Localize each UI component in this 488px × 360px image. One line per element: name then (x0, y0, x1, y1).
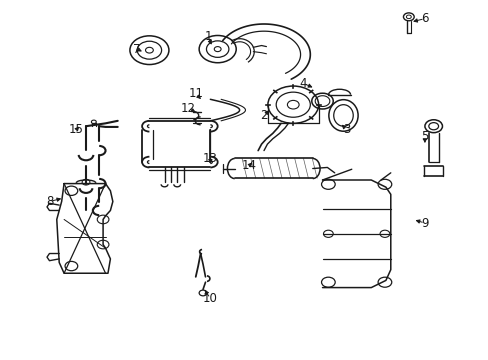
Text: 12: 12 (181, 102, 196, 115)
Text: 5: 5 (420, 130, 427, 144)
Text: 10: 10 (203, 292, 217, 305)
Text: 14: 14 (242, 159, 256, 172)
Text: 6: 6 (420, 12, 428, 25)
Text: 2: 2 (260, 109, 267, 122)
Text: 11: 11 (188, 87, 203, 100)
Text: 1: 1 (204, 30, 211, 43)
Text: 8: 8 (46, 195, 53, 208)
Text: 3: 3 (343, 123, 350, 136)
Text: 7: 7 (133, 42, 141, 55)
Text: 9: 9 (420, 216, 428, 230)
Text: 13: 13 (203, 152, 217, 165)
Text: 15: 15 (69, 123, 83, 136)
Text: 4: 4 (299, 77, 306, 90)
